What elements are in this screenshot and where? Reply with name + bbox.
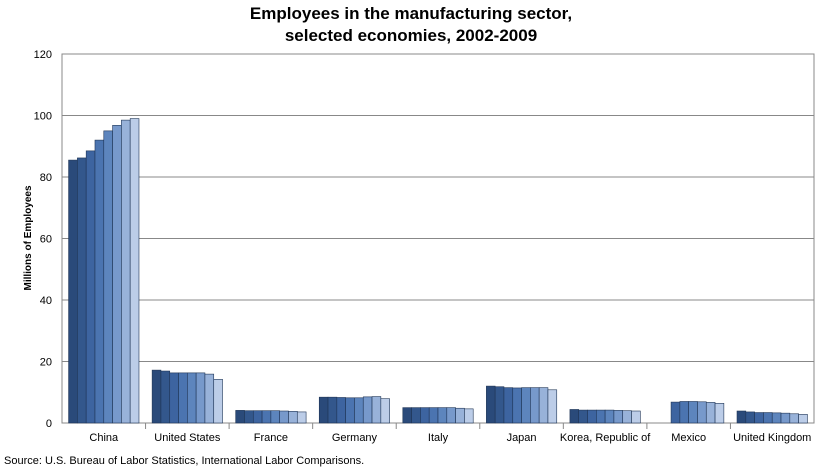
bars [68, 118, 808, 424]
y-axis-label: Millions of Employees [23, 185, 34, 290]
bar [235, 410, 245, 424]
source-note: Source: U.S. Bureau of Labor Statistics,… [4, 455, 365, 467]
bar [763, 412, 773, 424]
bar [94, 139, 105, 424]
bar [411, 407, 421, 424]
bar [569, 409, 580, 424]
bar [587, 409, 597, 424]
bar [745, 411, 755, 424]
bar [530, 387, 540, 424]
y-tick-label: 20 [40, 357, 52, 369]
y-tick-label: 60 [40, 234, 52, 246]
x-tick-label: France [254, 432, 288, 444]
bar [244, 410, 254, 424]
x-axis-ticks: China United States France Germany Italy Japa… [89, 423, 811, 444]
bar [296, 411, 307, 424]
bar [494, 386, 505, 424]
bar [195, 372, 206, 424]
bar [402, 407, 412, 424]
bar [213, 379, 223, 424]
y-tick-label: 120 [34, 49, 52, 61]
y-axis-ticks: 0 20 40 60 80 100 120 [34, 49, 52, 430]
bar [252, 410, 263, 424]
bar [380, 398, 390, 424]
x-tick-label: Mexico [671, 432, 706, 444]
x-tick-label: China [89, 432, 119, 444]
bar [371, 396, 382, 424]
bar [798, 414, 808, 424]
bar [336, 397, 346, 424]
bar [362, 396, 373, 424]
bar [327, 396, 338, 424]
bar [160, 370, 171, 424]
bar [538, 387, 549, 424]
bar [613, 410, 624, 424]
bar [288, 411, 298, 424]
x-tick-label: United Kingdom [733, 432, 811, 444]
bar [512, 387, 522, 424]
bar [121, 119, 131, 424]
y-tick-label: 80 [40, 172, 52, 184]
bar [318, 396, 329, 424]
bar [112, 125, 122, 424]
bar [151, 369, 162, 424]
chart-title-line-2: selected economies, 2002-2009 [285, 26, 537, 45]
bar [521, 387, 531, 424]
bar [420, 407, 430, 424]
x-tick-label: United States [154, 432, 221, 444]
bar [455, 407, 465, 424]
bar [187, 372, 197, 424]
bar [503, 387, 514, 424]
bar [85, 150, 96, 424]
y-tick-label: 0 [46, 418, 52, 430]
bar [547, 389, 558, 424]
bar [345, 397, 355, 424]
bar [736, 410, 747, 424]
bar [437, 407, 448, 424]
bar [129, 118, 140, 424]
bar [789, 413, 799, 424]
bar [279, 410, 289, 424]
x-tick-label: Japan [507, 432, 537, 444]
y-tick-label: 40 [40, 295, 52, 307]
bar [169, 372, 179, 424]
x-tick-label: Germany [332, 432, 378, 444]
bar [604, 409, 615, 424]
bar [697, 401, 707, 424]
bar [464, 408, 474, 424]
bar [68, 159, 78, 424]
bar [578, 409, 588, 424]
bar [178, 372, 188, 424]
bar [428, 407, 439, 424]
chart-title-line-1: Employees in the manufacturing sector, [250, 4, 572, 23]
bar [670, 401, 681, 424]
bar [631, 410, 641, 424]
bar [204, 373, 215, 424]
bar [486, 385, 496, 424]
bar [77, 157, 87, 424]
gridlines [62, 115, 814, 362]
bar [446, 407, 456, 424]
bar [688, 401, 698, 424]
bar [714, 403, 725, 424]
bar [270, 410, 280, 424]
bar [780, 412, 791, 424]
bar [354, 397, 364, 424]
bar [705, 402, 716, 424]
bar [261, 410, 272, 424]
bar [771, 412, 782, 424]
bar [596, 409, 606, 424]
bar [622, 410, 632, 424]
bar [679, 401, 689, 424]
bar [103, 130, 113, 424]
y-tick-label: 100 [34, 111, 52, 123]
bar [754, 412, 764, 424]
x-tick-label: Italy [428, 432, 449, 444]
x-tick-label: Korea, Republic of [560, 432, 651, 444]
